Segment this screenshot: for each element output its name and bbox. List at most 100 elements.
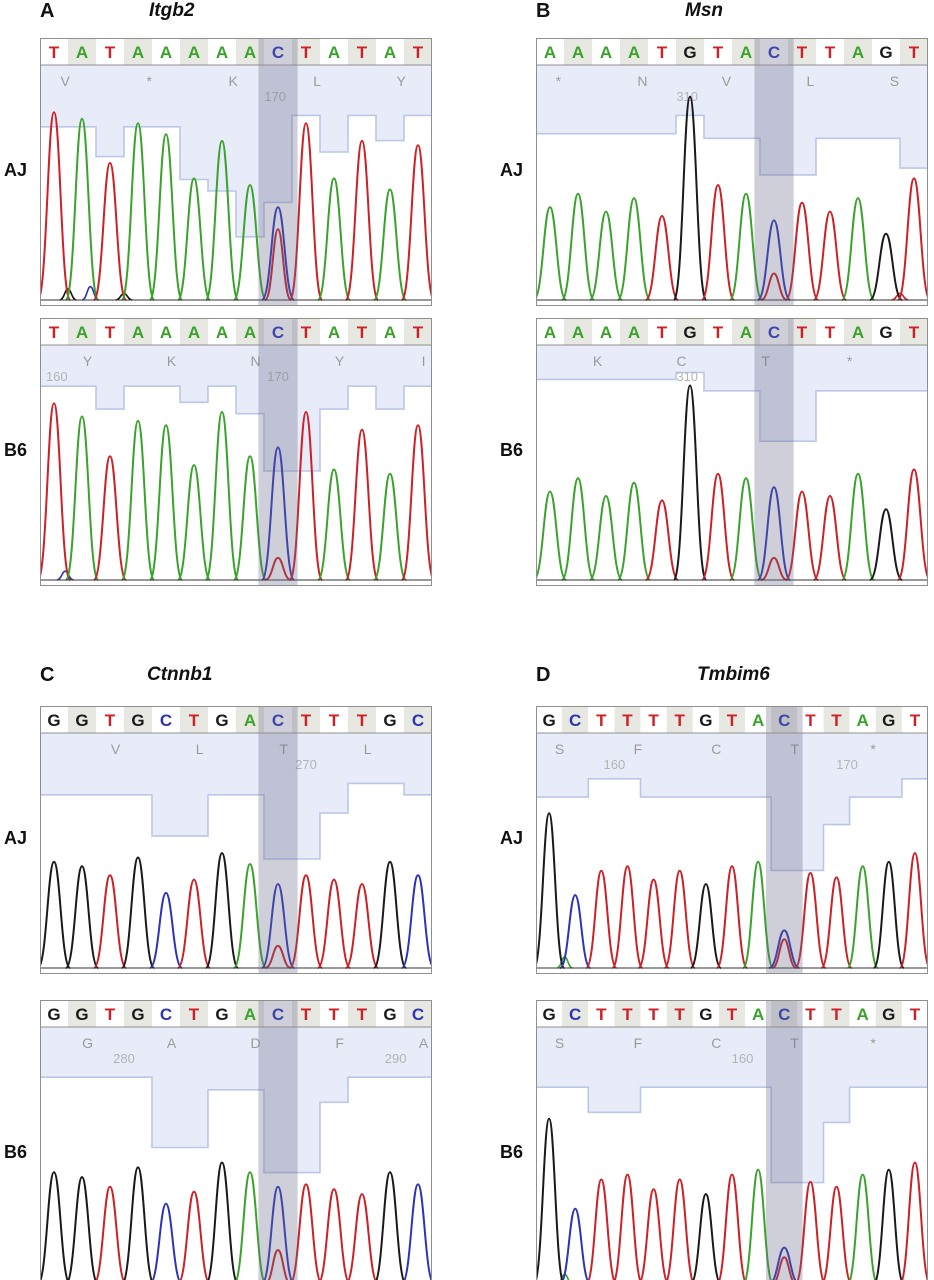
base-letter: G [882, 711, 895, 730]
quality-edge-line [536, 114, 928, 176]
base-cell [872, 38, 900, 65]
base-cell [900, 38, 928, 65]
base-cell [620, 38, 648, 65]
base-cell [404, 38, 432, 65]
quality-edge-line [536, 1086, 928, 1184]
base-cell [40, 706, 68, 733]
trace-peak [148, 133, 184, 301]
base-letter: A [740, 323, 752, 342]
base-cell [823, 1000, 850, 1027]
chromatogram-msn-aj: *NVLS310AAAATGTACTTAGT [536, 38, 928, 306]
mutation-highlight [258, 1001, 298, 1280]
base-cell [348, 706, 376, 733]
amino-acid-label: D [251, 1035, 261, 1051]
trace-peak [347, 1193, 377, 1280]
base-cell [816, 38, 844, 65]
base-letter: A [857, 1005, 869, 1024]
amino-acid-label: I [422, 353, 426, 369]
trace-peak [666, 1178, 694, 1280]
base-letter: T [301, 43, 312, 62]
trace-peak [561, 1207, 589, 1280]
amino-acid-label: C [711, 1035, 721, 1051]
base-letter: T [357, 323, 368, 342]
trace-peak [744, 1168, 772, 1280]
trace-peak [585, 869, 618, 969]
base-letter: T [910, 711, 921, 730]
trace-peak [728, 477, 764, 581]
box-border [40, 706, 432, 974]
base-cell [376, 706, 404, 733]
base-cell [208, 318, 236, 345]
trace-peak [232, 184, 268, 301]
trace-peak [176, 878, 212, 969]
base-cell [614, 1000, 641, 1027]
mutation-highlight [754, 319, 794, 585]
base-cell [816, 318, 844, 345]
base-cell [264, 706, 292, 733]
trace-peak [64, 415, 100, 581]
base-cell [68, 38, 96, 65]
amino-acid-label: L [807, 73, 815, 89]
noise-peak [891, 292, 909, 301]
trace-peak [588, 210, 624, 301]
base-letter: A [328, 43, 340, 62]
base-letter: T [797, 323, 808, 342]
base-cell [68, 318, 96, 345]
base-cell [180, 706, 208, 733]
quality-area [536, 733, 928, 871]
base-letter: T [413, 43, 424, 62]
base-letter: T [49, 43, 60, 62]
base-letter: A [572, 323, 584, 342]
trace-peak [344, 139, 380, 301]
base-cell [292, 38, 320, 65]
mutation-highlight [754, 39, 794, 305]
trace-peak [400, 144, 432, 301]
amino-acid-label: T [279, 741, 288, 757]
base-cell [640, 1000, 667, 1027]
base-cell [348, 318, 376, 345]
trace-peak [898, 852, 928, 969]
base-cell [536, 1000, 563, 1027]
quality-area [536, 1027, 928, 1183]
base-cell [264, 1000, 292, 1027]
base-cell [348, 1000, 376, 1027]
base-letter: A [244, 711, 256, 730]
chromatogram-ctnnb1-b6: GADFA280290GGTGCTGACTTTGC [40, 1000, 432, 1280]
trace-peak [672, 95, 708, 301]
base-cell [124, 38, 152, 65]
base-letter: G [75, 1005, 88, 1024]
secondary-peak [775, 1256, 794, 1280]
mutation-highlight [258, 319, 298, 585]
trace-peak [316, 177, 352, 301]
base-letter: C [569, 711, 581, 730]
base-cell [292, 318, 320, 345]
base-letter: G [383, 711, 396, 730]
base-cell [124, 1000, 152, 1027]
base-letter: C [778, 1005, 790, 1024]
secondary-peak [771, 938, 797, 969]
base-letter: T [797, 43, 808, 62]
trace-peak [176, 177, 212, 301]
base-letter: T [805, 1005, 816, 1024]
trace-peak [123, 1166, 153, 1280]
base-letter: T [727, 1005, 738, 1024]
base-cell [692, 1000, 719, 1027]
trace-peak [616, 481, 652, 581]
base-cell [236, 706, 264, 733]
trace-peak [611, 865, 644, 969]
base-cell [875, 1000, 902, 1027]
base-cell [620, 318, 648, 345]
trace-peak [260, 446, 296, 581]
base-letter: T [301, 323, 312, 342]
amino-acid-label: S [555, 1035, 564, 1051]
base-cell [236, 318, 264, 345]
base-letter: T [825, 43, 836, 62]
base-cell [771, 1000, 798, 1027]
base-letter: G [699, 1005, 712, 1024]
amino-acid-label: L [364, 741, 372, 757]
trace-peak [692, 1193, 720, 1280]
base-cell [236, 38, 264, 65]
base-letter: G [215, 1005, 228, 1024]
mutation-highlight [766, 707, 803, 973]
trace-peak [40, 1171, 69, 1280]
